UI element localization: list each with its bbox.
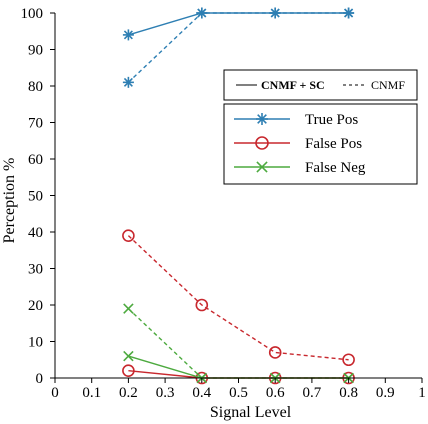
data-point	[122, 76, 134, 88]
y-tick-label: 90	[28, 43, 43, 59]
x-tick-label: 1	[418, 385, 426, 401]
data-point	[342, 353, 355, 367]
y-tick-label: 10	[28, 335, 43, 351]
data-point	[196, 7, 208, 19]
series-line	[127, 308, 349, 379]
x-tick-label: 0	[51, 385, 59, 401]
legend-entry: False Pos	[234, 136, 362, 152]
axes-layer	[54, 13, 422, 379]
series-layer	[122, 7, 355, 385]
legend-entry: True Pos	[234, 112, 358, 128]
data-point	[255, 136, 269, 150]
series-line	[128, 12, 349, 36]
legend-entry: False Neg	[234, 160, 366, 176]
data-point	[343, 7, 355, 19]
x-tick-label: 0.4	[192, 385, 211, 401]
x-tick-label: 0.6	[266, 385, 285, 401]
legend-label: True Pos	[305, 112, 358, 128]
y-tick-label: 40	[28, 225, 43, 241]
line-style-legend: CNMF + SC CNMF	[223, 69, 418, 101]
data-point	[122, 364, 135, 378]
series-false-pos-dashed	[122, 229, 355, 367]
data-point	[195, 298, 209, 312]
series-true-pos-solid	[122, 7, 355, 41]
y-axis-label: Perception %	[1, 158, 18, 244]
y-tick-label: 60	[28, 152, 43, 168]
y-ticks: 0 10 20 30 40 50 60 70 80 90 100	[21, 6, 55, 387]
series-line	[127, 235, 349, 361]
data-point	[122, 229, 135, 242]
x-axis-label: Signal Level	[210, 404, 292, 421]
legend-label: False Pos	[305, 136, 362, 152]
y-tick-label: 20	[28, 298, 43, 314]
dashed-line-label: CNMF	[371, 78, 405, 92]
x-tick-label: 0.3	[156, 385, 175, 401]
x-tick-label: 0.9	[376, 385, 395, 401]
series-line	[128, 370, 349, 379]
y-tick-label: 80	[28, 79, 43, 95]
data-point	[122, 29, 134, 41]
data-point	[123, 303, 134, 314]
y-tick-label: 70	[28, 116, 43, 132]
data-point	[269, 7, 281, 19]
x-tick-label: 0.5	[229, 385, 248, 401]
y-tick-label: 100	[21, 6, 44, 22]
series-legend: True Pos False Pos False Neg	[223, 103, 418, 185]
data-point	[123, 350, 134, 362]
x-ticks: 0 0.1 0.2 0.3 0.4 0.5 0.6 0.7 0.8 0.9 1	[51, 378, 426, 401]
y-tick-label: 50	[28, 189, 43, 205]
legend-entries: True Pos False Pos False Neg	[234, 112, 366, 176]
x-tick-label: 0.2	[119, 385, 138, 401]
series-false-neg-dashed	[123, 303, 354, 384]
data-point	[268, 346, 282, 359]
legend-label: False Neg	[305, 160, 366, 176]
solid-line-label: CNMF + SC	[261, 78, 325, 92]
series-line	[128, 355, 349, 379]
x-tick-label: 0.8	[339, 385, 358, 401]
x-tick-label: 0.7	[303, 385, 322, 401]
y-tick-label: 30	[28, 262, 43, 278]
data-point	[256, 113, 268, 125]
data-point	[256, 161, 268, 173]
x-tick-label: 0.1	[82, 385, 101, 401]
y-tick-label: 0	[36, 371, 44, 387]
